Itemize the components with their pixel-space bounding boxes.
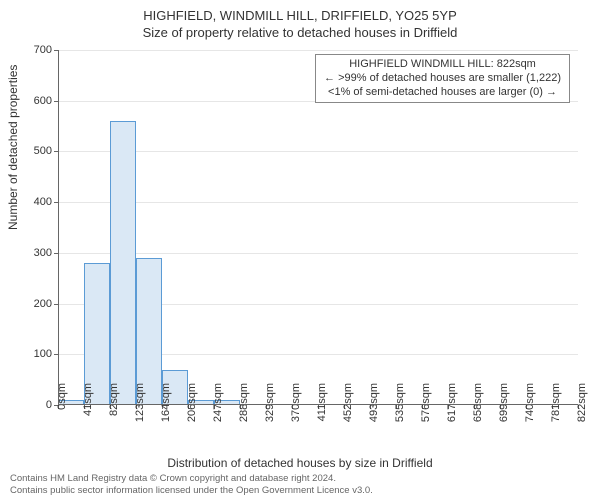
annotation-line-1: HIGHFIELD WINDMILL HILL: 822sqm [324, 58, 561, 72]
x-tick-label: 247sqm [212, 383, 224, 443]
grid-line [58, 202, 578, 203]
x-tick-label: 781sqm [550, 383, 562, 443]
x-tick-label: 411sqm [316, 383, 328, 443]
x-tick-label: 699sqm [498, 383, 510, 443]
x-tick-label: 617sqm [446, 383, 458, 443]
x-tick-label: 123sqm [134, 383, 146, 443]
x-tick-label: 740sqm [524, 383, 536, 443]
footer-line-2: Contains public sector information licen… [10, 485, 373, 496]
annotation-box: HIGHFIELD WINDMILL HILL: 822sqm ← >99% o… [315, 54, 570, 103]
y-tick-label: 700 [12, 44, 52, 56]
y-tick-label: 0 [12, 399, 52, 411]
chart-title-sub: Size of property relative to detached ho… [0, 23, 600, 40]
x-tick-label: 576sqm [420, 383, 432, 443]
histogram-bar [110, 121, 136, 405]
chart-title-main: HIGHFIELD, WINDMILL HILL, DRIFFIELD, YO2… [0, 0, 600, 23]
footer-text: Contains HM Land Registry data © Crown c… [10, 473, 373, 496]
chart-container: HIGHFIELD, WINDMILL HILL, DRIFFIELD, YO2… [0, 0, 600, 500]
x-tick-label: 370sqm [290, 383, 302, 443]
y-tick-label: 500 [12, 145, 52, 157]
x-tick-label: 329sqm [264, 383, 276, 443]
x-tick-label: 164sqm [160, 383, 172, 443]
grid-line [58, 50, 578, 51]
annotation-line-2: ← >99% of detached houses are smaller (1… [324, 72, 561, 86]
x-axis-label: Distribution of detached houses by size … [0, 456, 600, 470]
x-tick-label: 82sqm [108, 383, 120, 443]
x-tick-label: 288sqm [238, 383, 250, 443]
x-tick-label: 493sqm [368, 383, 380, 443]
x-tick-label: 41sqm [82, 383, 94, 443]
y-tick-label: 400 [12, 196, 52, 208]
grid-line [58, 151, 578, 152]
x-tick-label: 822sqm [576, 383, 588, 443]
plot-area: 01002003004005006007000sqm41sqm82sqm123s… [58, 50, 578, 405]
x-axis-line [58, 404, 578, 405]
y-tick-label: 600 [12, 95, 52, 107]
y-tick-label: 100 [12, 348, 52, 360]
footer-line-1: Contains HM Land Registry data © Crown c… [10, 473, 373, 484]
x-tick-label: 535sqm [394, 383, 406, 443]
x-tick-label: 452sqm [342, 383, 354, 443]
chart-area: HIGHFIELD WINDMILL HILL: 822sqm ← >99% o… [58, 50, 578, 405]
y-tick-label: 300 [12, 247, 52, 259]
grid-line [58, 253, 578, 254]
x-tick-label: 206sqm [186, 383, 198, 443]
y-axis-line [58, 50, 59, 405]
x-tick-label: 658sqm [472, 383, 484, 443]
annotation-line-3: <1% of semi-detached houses are larger (… [324, 86, 561, 100]
y-tick-label: 200 [12, 298, 52, 310]
